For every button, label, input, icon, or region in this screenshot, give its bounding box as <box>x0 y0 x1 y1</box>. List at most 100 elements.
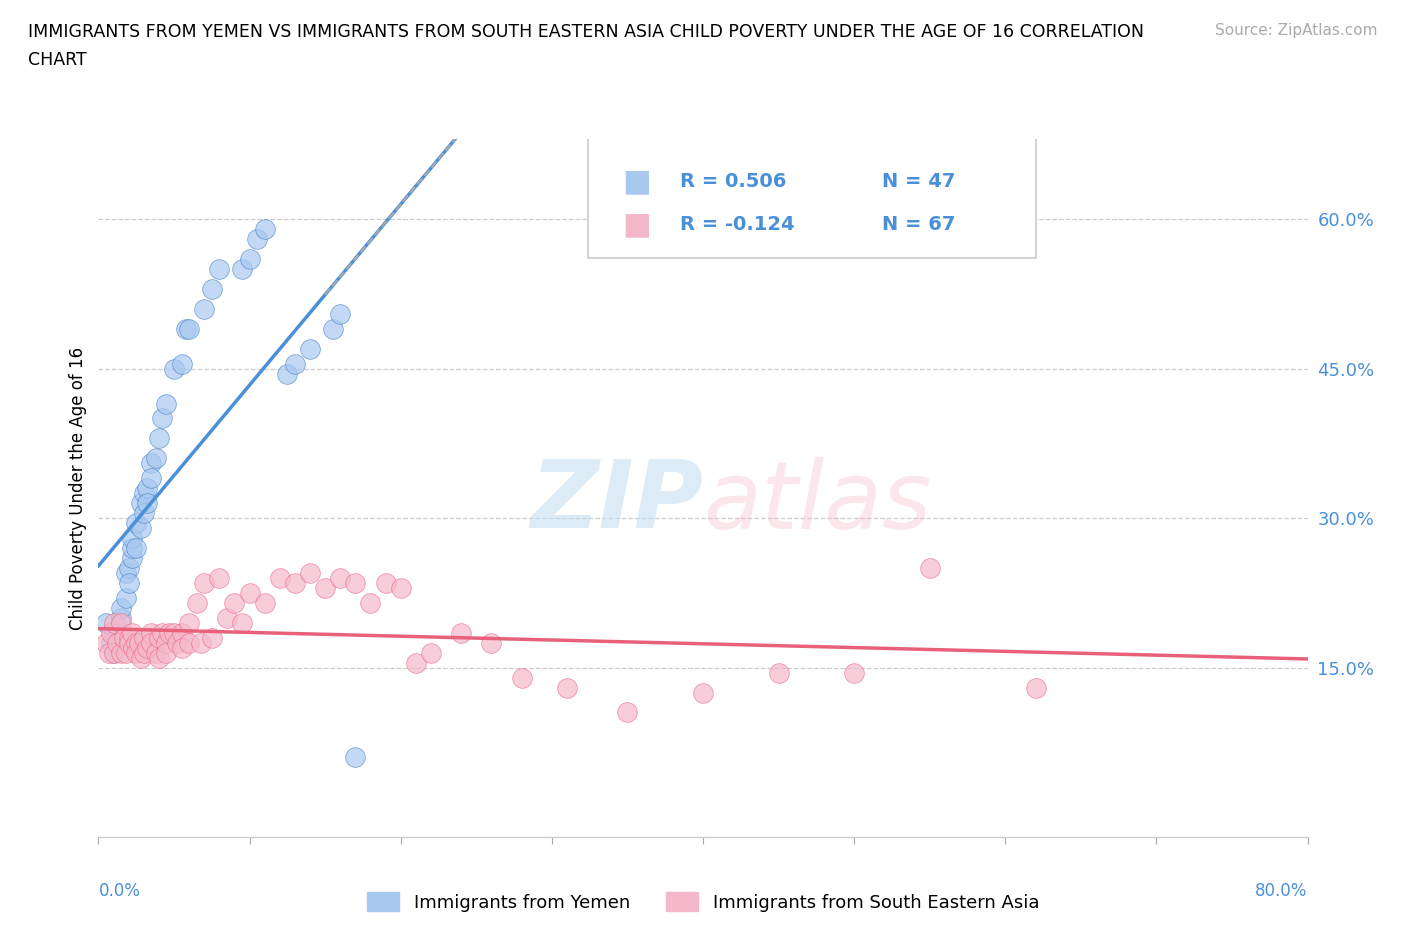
Point <box>110 616 132 631</box>
Point <box>150 625 173 640</box>
Text: N = 67: N = 67 <box>882 215 955 234</box>
Point <box>145 645 167 660</box>
Point <box>122 640 145 655</box>
Point <box>105 635 128 650</box>
Point <box>299 565 322 580</box>
Point <box>193 576 215 591</box>
Point <box>208 261 231 276</box>
Point <box>132 631 155 645</box>
Y-axis label: Child Poverty Under the Age of 16: Child Poverty Under the Age of 16 <box>69 347 87 630</box>
Point <box>510 671 533 685</box>
Point <box>231 616 253 631</box>
Point <box>322 322 344 337</box>
Point <box>253 221 276 236</box>
Point <box>148 431 170 445</box>
Point <box>163 361 186 376</box>
Text: ■: ■ <box>621 166 651 196</box>
Point <box>125 635 148 650</box>
Point <box>110 635 132 650</box>
Point <box>94 635 117 650</box>
Point <box>253 595 276 610</box>
Point <box>105 635 128 650</box>
Point <box>135 640 157 655</box>
Point <box>98 645 121 660</box>
Point <box>155 396 177 411</box>
Point <box>148 631 170 645</box>
Point <box>110 610 132 625</box>
Point <box>616 705 638 720</box>
Point <box>186 595 208 610</box>
Point <box>114 591 136 605</box>
Text: 0.0%: 0.0% <box>98 883 141 900</box>
Point <box>155 635 177 650</box>
Point <box>269 570 291 585</box>
Legend: Immigrants from Yemen, Immigrants from South Eastern Asia: Immigrants from Yemen, Immigrants from S… <box>367 892 1039 911</box>
Point <box>170 356 193 371</box>
Point <box>141 471 163 485</box>
Point <box>128 635 150 650</box>
Point <box>329 307 352 322</box>
Point <box>166 635 188 650</box>
Point <box>155 645 177 660</box>
Point <box>132 485 155 500</box>
Point <box>179 635 201 650</box>
Point <box>215 610 238 625</box>
Point <box>344 576 367 591</box>
Point <box>170 625 193 640</box>
Text: IMMIGRANTS FROM YEMEN VS IMMIGRANTS FROM SOUTH EASTERN ASIA CHILD POVERTY UNDER : IMMIGRANTS FROM YEMEN VS IMMIGRANTS FROM… <box>28 23 1144 41</box>
Point <box>110 645 132 660</box>
Point <box>201 282 224 297</box>
Point <box>299 341 322 356</box>
Point <box>125 645 148 660</box>
Point <box>844 665 866 680</box>
Point <box>163 625 186 640</box>
Point <box>110 601 132 616</box>
Point <box>107 635 129 650</box>
Point <box>329 570 352 585</box>
Point <box>231 261 253 276</box>
Point <box>276 366 298 381</box>
Point <box>132 645 155 660</box>
Point <box>405 656 427 671</box>
Point <box>135 481 157 496</box>
Point <box>100 625 122 640</box>
Point <box>450 625 472 640</box>
Point <box>121 625 143 640</box>
Point <box>1024 680 1046 695</box>
Point <box>121 551 143 565</box>
Point <box>159 625 181 640</box>
Point <box>360 595 382 610</box>
Point <box>420 645 443 660</box>
Text: ■: ■ <box>621 210 651 239</box>
Point <box>100 635 122 650</box>
Point <box>555 680 578 695</box>
Point <box>148 650 170 665</box>
Point <box>179 322 201 337</box>
Point <box>141 635 163 650</box>
Text: 80.0%: 80.0% <box>1256 883 1308 900</box>
Point <box>481 635 503 650</box>
Point <box>118 635 141 650</box>
Text: atlas: atlas <box>703 457 931 548</box>
Point <box>103 616 125 631</box>
Point <box>129 650 152 665</box>
Point <box>121 531 143 546</box>
Point <box>141 456 163 471</box>
Point <box>121 540 143 555</box>
Point <box>103 645 125 660</box>
Point <box>103 625 125 640</box>
Text: R = -0.124: R = -0.124 <box>681 215 794 234</box>
Point <box>692 685 714 700</box>
Point <box>284 356 307 371</box>
Point <box>150 411 173 426</box>
Point <box>170 640 193 655</box>
Point <box>344 750 367 764</box>
Point <box>145 451 167 466</box>
Point <box>201 631 224 645</box>
Point <box>114 645 136 660</box>
Point <box>118 576 141 591</box>
Point <box>208 570 231 585</box>
Point <box>129 521 152 536</box>
Point <box>374 576 396 591</box>
Point <box>125 540 148 555</box>
